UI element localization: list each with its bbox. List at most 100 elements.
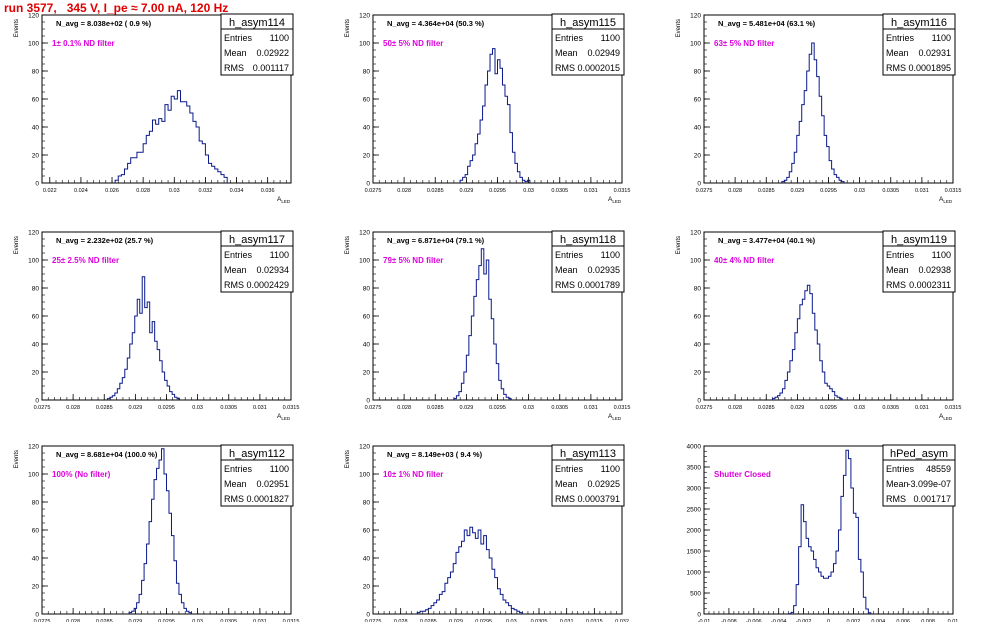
- stats-box-title: h_asym119: [891, 234, 947, 246]
- histogram-panel-h_asym113: 0 20 40 60 80 100 120 0.0275 0.028 0.0285 0.029 0.0…: [345, 444, 629, 622]
- stats-value: 1100: [270, 250, 289, 260]
- x-tick-label: 0.0305: [551, 405, 568, 411]
- x-tick-label: -0.006: [746, 619, 762, 622]
- x-tick-label: 0.0275: [34, 619, 51, 622]
- y-tick-label: 60: [32, 314, 40, 321]
- stats-label: Entries: [555, 250, 584, 260]
- stats-label: RMS: [886, 494, 906, 504]
- histogram-panel-h_asym118: 0 20 40 60 80 100 120 0.0275 0.028 0.0285 0.029 0.0…: [345, 230, 630, 422]
- x-tick-label: 0.0295: [475, 619, 492, 622]
- y-tick-label: 60: [363, 314, 371, 321]
- histogram-line: [771, 284, 843, 400]
- filter-annotation: 63± 5% ND filter: [714, 39, 774, 48]
- x-tick-label: 0.0295: [489, 405, 506, 411]
- y-tick-label: 40: [363, 125, 371, 132]
- y-tick-label: 40: [32, 342, 40, 349]
- x-tick-label: 0.01: [948, 619, 959, 622]
- stats-value: 0.02922: [256, 48, 289, 58]
- x-tick-label: 0.022: [43, 188, 57, 194]
- stats-label: Mean: [555, 48, 578, 58]
- y-tick-label: 80: [363, 500, 371, 507]
- stats-label: Mean: [886, 479, 909, 489]
- y-tick-label: 20: [32, 153, 40, 160]
- histogram-line: [453, 248, 512, 400]
- x-tick-label: 0.0275: [365, 188, 382, 194]
- stats-box-title: h_asym113: [560, 448, 616, 460]
- stats-box-frame: [220, 230, 294, 293]
- x-tick-label: 0.0285: [758, 405, 775, 411]
- x-tick-label: 0.03: [169, 188, 180, 194]
- y-tick-label: 120: [359, 444, 370, 451]
- filter-annotation: 1± 0.1% ND filter: [52, 39, 115, 48]
- x-tick-label: -0.002: [796, 619, 812, 622]
- y-tick-label: 1000: [687, 570, 702, 577]
- x-tick-label: 0.03: [192, 619, 203, 622]
- x-tick-label: 0.029: [128, 405, 142, 411]
- histogram-panel-h_asym116: 0 20 40 60 80 100 120 0.0275 0.028 0.0285 0.029 0.0…: [676, 13, 961, 205]
- y-tick-label: 0: [366, 398, 370, 405]
- stats-label: RMS: [224, 280, 244, 290]
- stats-label: RMS: [555, 280, 575, 290]
- y-tick-label: 80: [363, 286, 371, 293]
- y-tick-label: 100: [359, 41, 370, 48]
- stats-box-frame: [551, 444, 625, 507]
- filter-annotation: 40± 4% ND filter: [714, 256, 774, 265]
- x-tick-label: 0.0275: [34, 405, 51, 411]
- stats-box-title: h_asym114: [229, 17, 285, 29]
- x-tick-label: 0.0315: [283, 405, 300, 411]
- x-tick-label: 0.0315: [945, 188, 962, 194]
- y-tick-label: 20: [363, 370, 371, 377]
- x-tick-label: 0.029: [459, 405, 473, 411]
- y-axis-label: Events: [14, 450, 20, 468]
- y-tick-label: 2000: [687, 528, 702, 535]
- x-tick-label: 0.0295: [158, 405, 175, 411]
- x-axis-label: ALED: [939, 413, 953, 421]
- x-tick-label: 0.002: [847, 619, 861, 622]
- stats-label: Entries: [555, 464, 584, 474]
- stats-box-title: h_asym116: [891, 17, 947, 29]
- x-tick-label: 0: [827, 619, 830, 622]
- stats-value: 0.02938: [918, 265, 951, 275]
- x-tick-label: 0.031: [584, 405, 598, 411]
- stats-value: 1100: [601, 33, 620, 43]
- x-tick-label: -0.008: [721, 619, 737, 622]
- navg-label: N_avg = 8.149e+03 ( 9.4 %): [387, 450, 483, 459]
- filter-annotation: 100% (No filter): [52, 470, 111, 479]
- stats-box-title: hPed_asym: [890, 448, 948, 460]
- navg-label: N_avg = 8.681e+04 (100.0 %): [56, 450, 158, 459]
- x-tick-label: 0.028: [136, 188, 150, 194]
- y-tick-label: 80: [363, 69, 371, 76]
- stats-box: h_asym117 Entries 1100 Mean 0.02934 RMS 0.0002…: [220, 230, 294, 293]
- y-tick-label: 0: [366, 181, 370, 188]
- navg-label: N_avg = 4.364e+04 (50.3 %): [387, 19, 485, 28]
- stats-label: Mean: [224, 48, 247, 58]
- x-axis-label-subscript: LED: [281, 199, 291, 204]
- x-tick-label: 0.029: [128, 619, 142, 622]
- x-tick-label: 0.031: [253, 405, 267, 411]
- stats-box-frame: [551, 13, 625, 76]
- y-tick-label: 0: [35, 181, 39, 188]
- x-tick-label: 0.0285: [427, 188, 444, 194]
- y-tick-label: 80: [32, 69, 40, 76]
- x-tick-label: 0.029: [449, 619, 463, 622]
- x-axis-label: ALED: [608, 413, 622, 421]
- stats-label: Entries: [886, 33, 915, 43]
- x-tick-label: 0.0295: [489, 188, 506, 194]
- stats-label: Entries: [555, 33, 584, 43]
- stats-box: h_asym118 Entries 1100 Mean 0.02935 RMS 0.0001…: [551, 230, 625, 293]
- x-tick-label: 0.024: [74, 188, 88, 194]
- histogram-line: [416, 526, 523, 614]
- y-tick-label: 20: [363, 153, 371, 160]
- x-tick-label: 0.0315: [614, 188, 631, 194]
- y-tick-label: 80: [694, 286, 702, 293]
- stats-label: Mean: [224, 479, 247, 489]
- stats-value: 0.0001789: [577, 280, 620, 290]
- filter-annotation: Shutter Closed: [714, 470, 771, 479]
- y-axis-label: Events: [676, 236, 682, 254]
- x-tick-label: 0.0275: [365, 405, 382, 411]
- histogram-panel-h_asym114: 0 20 40 60 80 100 120 0.022 0.024 0.026 0.028 0.03 0…: [14, 13, 294, 204]
- x-tick-label: 0.006: [896, 619, 910, 622]
- x-tick-label: 0.028: [66, 619, 80, 622]
- x-tick-label: 0.036: [261, 188, 275, 194]
